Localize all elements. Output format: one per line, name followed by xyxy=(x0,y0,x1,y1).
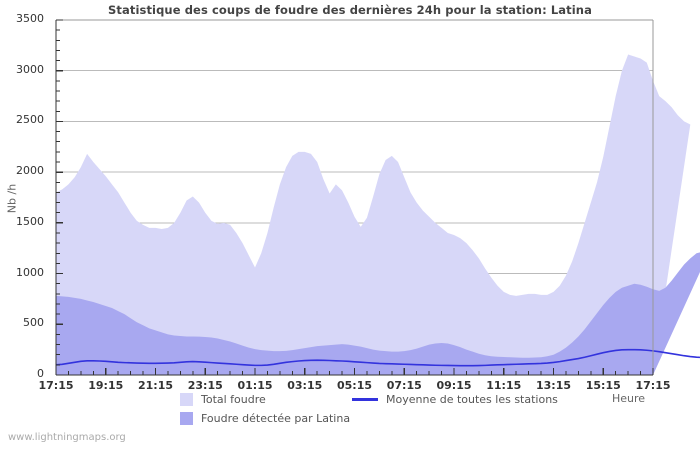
x-tick-label: 19:15 xyxy=(88,379,124,392)
x-tick-label: 23:15 xyxy=(187,379,223,392)
series-line-mean xyxy=(55,348,700,367)
x-tick-label: 21:15 xyxy=(137,379,173,392)
x-tick-label: 17:15 xyxy=(38,379,74,392)
x-tick-label: 07:15 xyxy=(386,379,422,392)
legend-swatch-station xyxy=(180,412,193,425)
legend-label-mean: Moyenne de toutes les stations xyxy=(386,393,558,406)
x-tick-label: 09:15 xyxy=(436,379,472,392)
y-tick-label: 2000 xyxy=(16,164,44,178)
y-tick-label: 3000 xyxy=(16,62,44,76)
y-tick-label: 0 xyxy=(37,367,44,380)
y-tick-label: 2500 xyxy=(16,113,44,127)
x-tick-label: 01:15 xyxy=(237,379,273,392)
x-tick-label: 13:15 xyxy=(535,379,571,392)
y-tick-label: 3500 xyxy=(16,12,44,25)
legend-label-total: Total foudre xyxy=(201,393,266,406)
x-tick-label: 05:15 xyxy=(336,379,372,392)
legend-line-mean xyxy=(352,398,378,401)
x-tick-label: 11:15 xyxy=(486,379,522,392)
series-area-total xyxy=(56,54,691,375)
x-tick-label: 15:15 xyxy=(585,379,621,392)
page-title: Statistique des coups de foudre des dern… xyxy=(108,3,592,17)
x-tick-label: 17:15 xyxy=(635,379,671,392)
y-tick-label: 500 xyxy=(23,316,44,330)
footer-credit: www.lightningmaps.org xyxy=(8,432,126,443)
x-tick-label: 03:15 xyxy=(287,379,323,392)
legend-label-station: Foudre détectée par Latina xyxy=(201,412,351,425)
y-tick-label: 1500 xyxy=(16,214,44,228)
y-tick-label: 1000 xyxy=(16,265,44,279)
legend-swatch-total xyxy=(180,393,193,406)
x-axis-label: Heure xyxy=(612,392,646,405)
series-area-station xyxy=(56,252,700,375)
